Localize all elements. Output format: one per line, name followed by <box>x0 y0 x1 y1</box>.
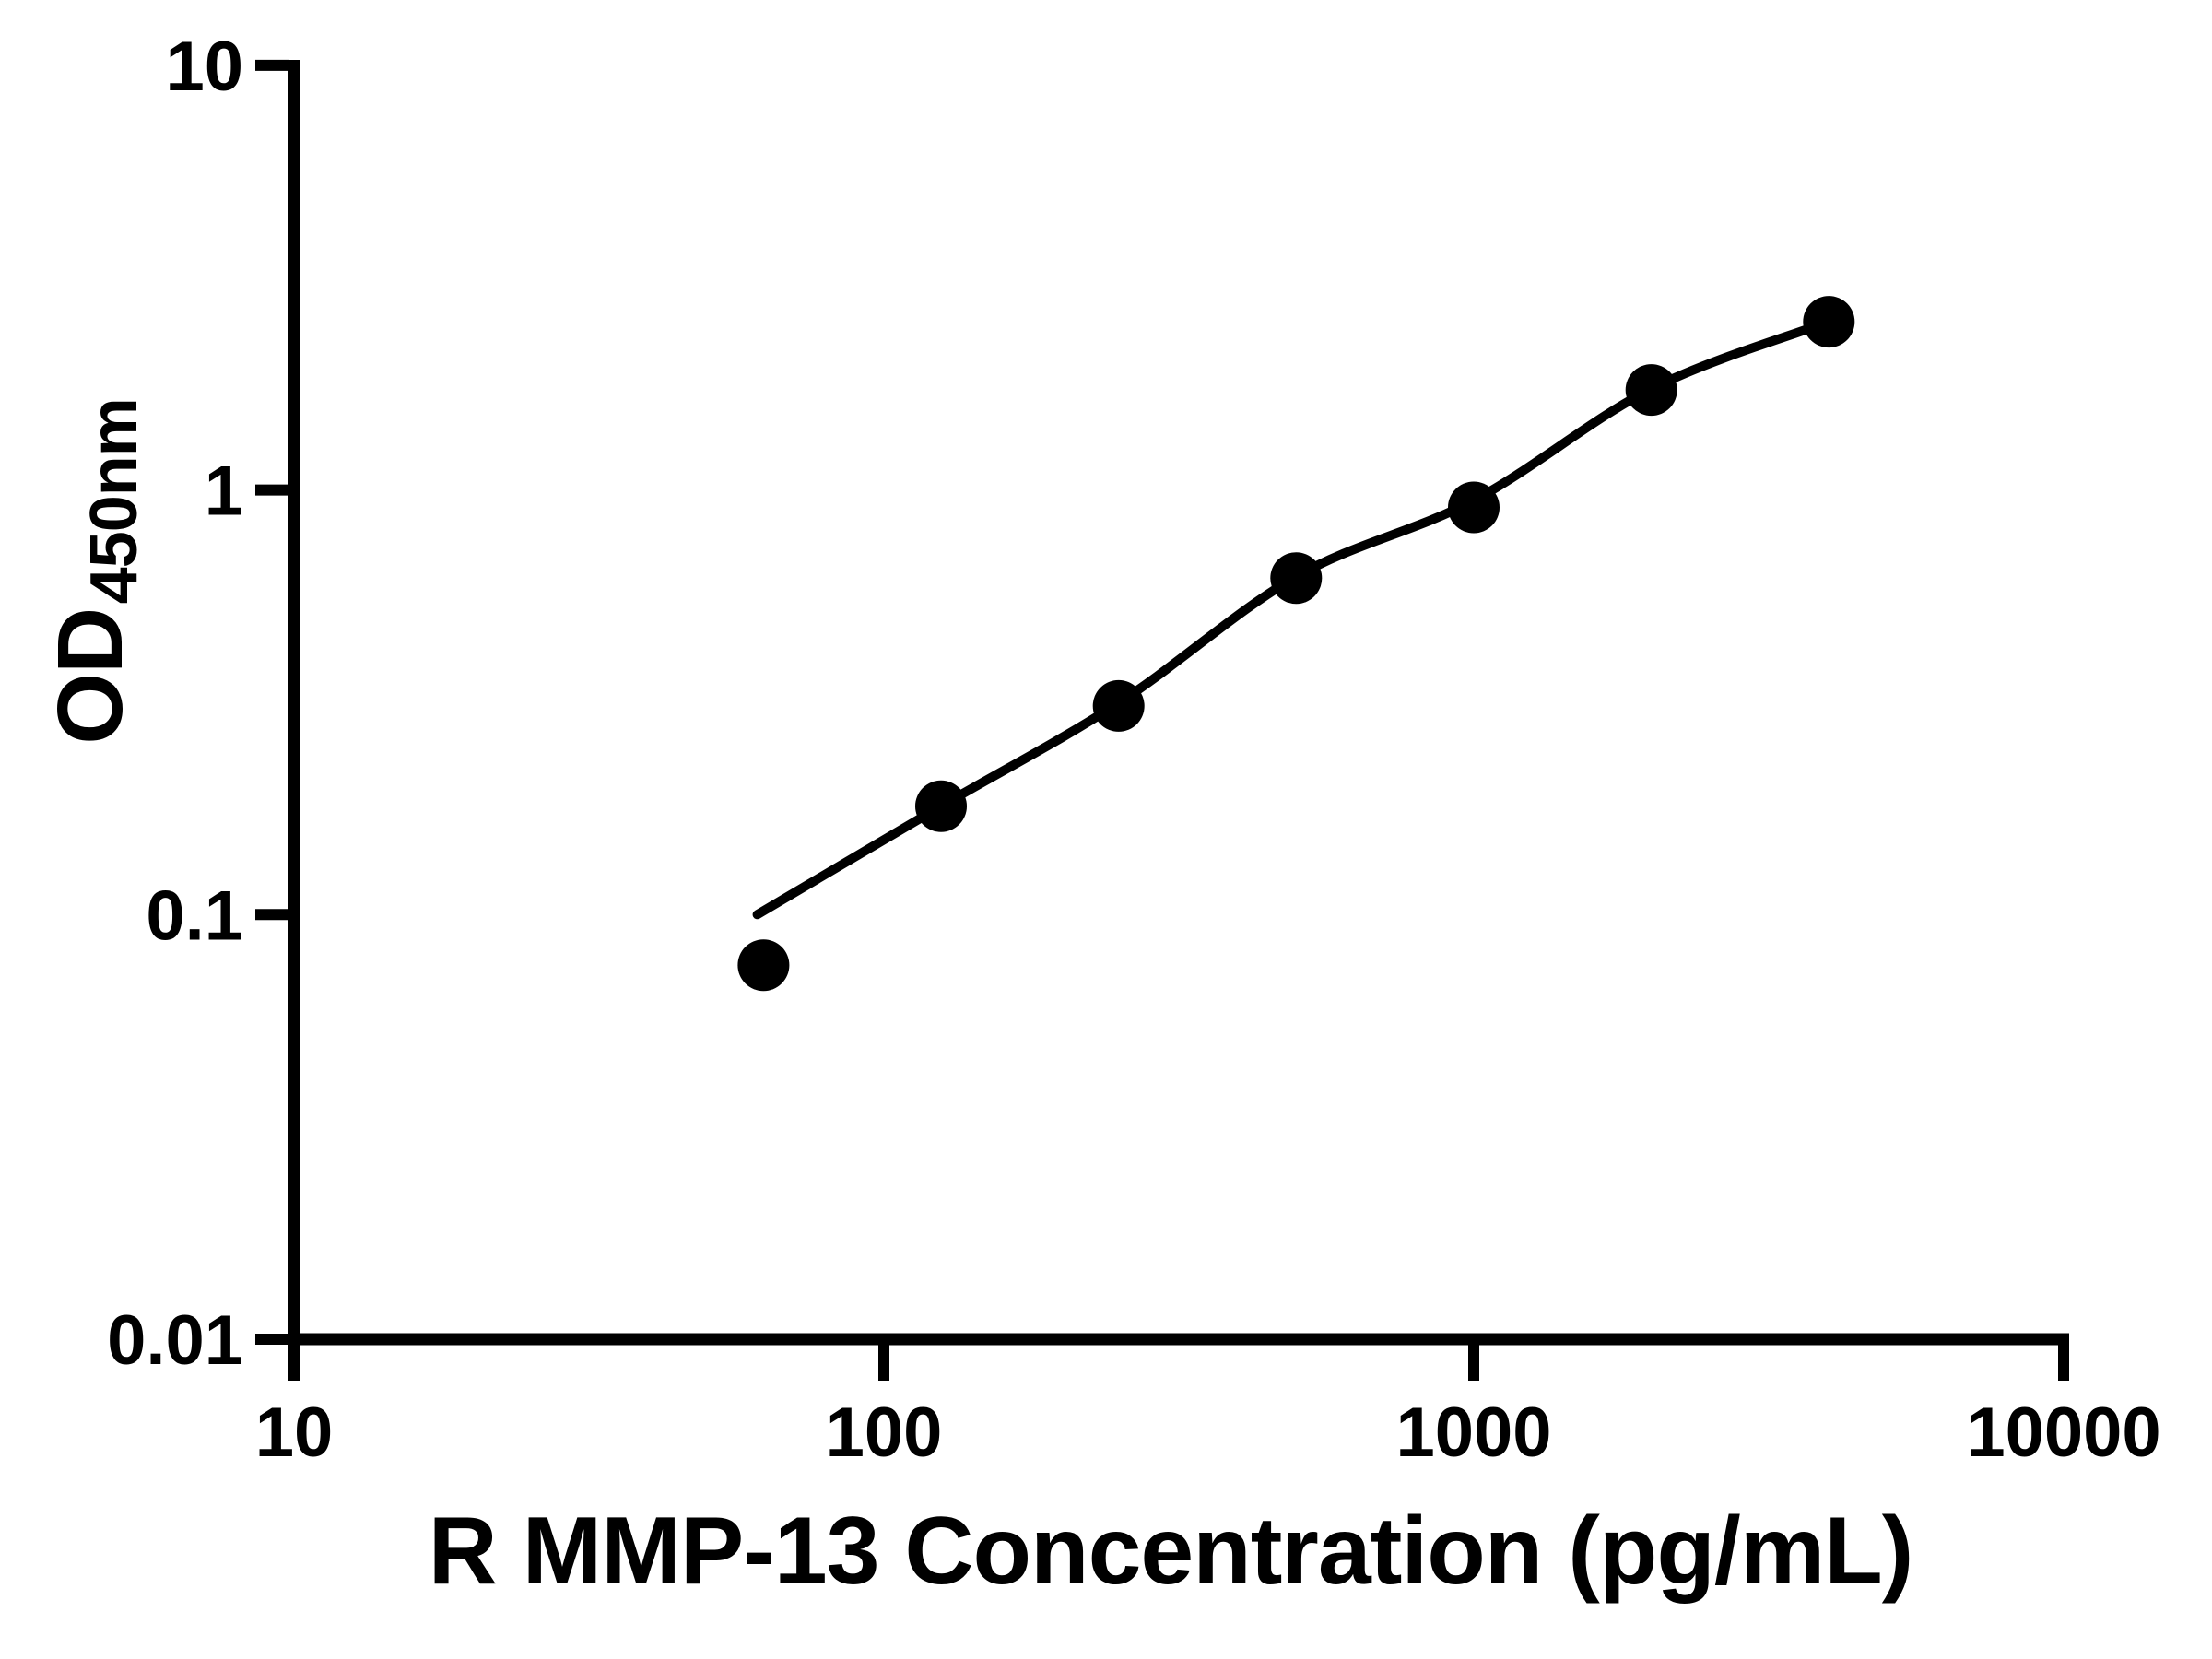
y-axis-title-main: OD <box>39 608 142 745</box>
x-tick-label: 10 <box>255 1394 334 1472</box>
y-axis-tick-labels: 10 1 0.1 0.01 <box>107 28 243 1380</box>
data-point <box>1625 364 1677 417</box>
axes <box>255 59 2069 1381</box>
x-tick-label: 1000 <box>1395 1394 1551 1472</box>
y-tick-label: 0.1 <box>146 877 243 955</box>
x-axis-title: R MMP-13 Concentration (pg/mL) <box>429 1498 1913 1605</box>
y-tick-label: 10 <box>165 28 243 106</box>
data-points-group <box>737 296 1855 992</box>
x-axis-tick-labels: 10 100 1000 10000 <box>255 1394 2161 1472</box>
data-point <box>1448 481 1500 534</box>
data-point <box>737 939 790 992</box>
x-tick-label: 100 <box>826 1394 943 1472</box>
y-tick-label: 0.01 <box>107 1301 243 1380</box>
data-point <box>1092 679 1145 732</box>
fit-curve-line <box>752 317 1834 920</box>
data-point <box>1270 552 1323 605</box>
y-axis-title: OD 450nm <box>39 398 151 745</box>
x-tick-label: 10000 <box>1966 1394 2160 1472</box>
data-point <box>915 780 967 832</box>
y-tick-label: 1 <box>205 453 243 531</box>
y-axis-title-subscript: 450nm <box>77 398 151 604</box>
data-point <box>1803 296 1855 348</box>
